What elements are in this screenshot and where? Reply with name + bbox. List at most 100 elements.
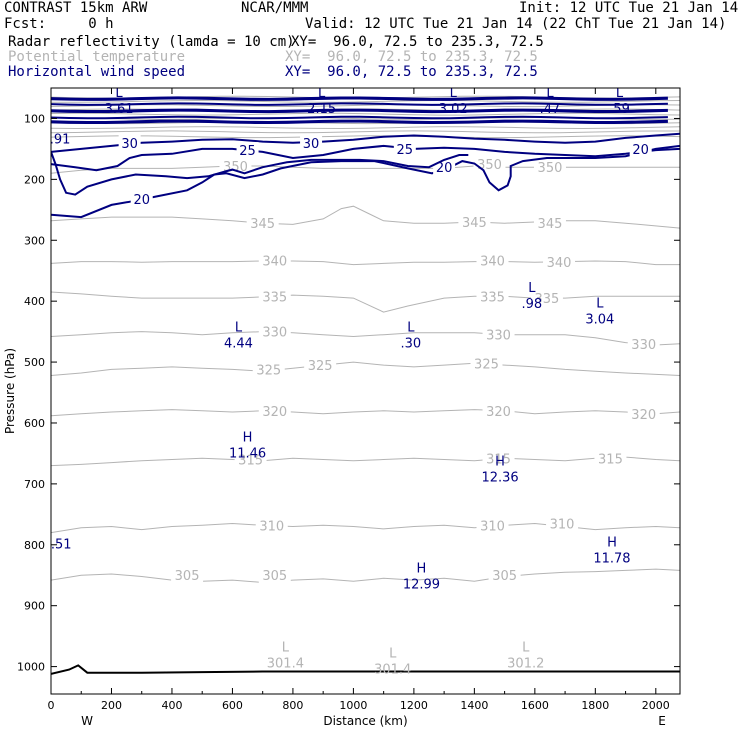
wind-jet-band: [51, 108, 668, 114]
theta-label-bg: [258, 288, 291, 305]
theta-label-bg: [171, 567, 204, 584]
theta-label-bg: [246, 215, 279, 232]
theta-contour-340: [51, 260, 680, 266]
y-tick-label: 600: [24, 417, 45, 430]
theta-upper-line: [51, 104, 680, 108]
wind-contour-20: [51, 151, 469, 196]
valid-time: Valid: 12 UTC Tue 21 Jan 14 (22 ChT Tue …: [305, 16, 727, 32]
theta-label: 310: [480, 519, 505, 534]
x-tick-label: 1400: [460, 699, 488, 712]
theta-label: 320: [486, 405, 511, 420]
theta-label-bg: [258, 402, 291, 419]
theta-label-bg: [258, 252, 291, 269]
theta-label-bg: [627, 405, 660, 422]
extremum-marker: H: [607, 536, 617, 551]
field-xy-theta: XY= 96.0, 72.5 to 235.3, 72.5: [285, 49, 538, 65]
theta-contour-305: [51, 568, 680, 584]
extremum-value: 3.61: [105, 102, 134, 117]
theta-label: 345: [538, 217, 563, 232]
theta-contour-315: [51, 456, 680, 467]
x-tick-label: 400: [161, 699, 182, 712]
x-tick-label: 200: [101, 699, 122, 712]
field-xy-wind: XY= 96.0, 72.5 to 235.3, 72.5: [285, 64, 538, 80]
theta-upper-line: [51, 112, 680, 116]
theta-contour-350: [51, 165, 680, 174]
extremum-value: 301.4: [374, 663, 411, 678]
extremum-value: 2.15: [307, 102, 336, 117]
y-tick-label: 400: [24, 295, 45, 308]
theta-label: 340: [262, 254, 287, 269]
x-tick-label: 1000: [339, 699, 367, 712]
extremum-value: 4.44: [224, 337, 253, 352]
extremum-value: 3.02: [439, 102, 468, 117]
theta-label-bg: [533, 159, 566, 176]
axes: 0 200 400 600 800 1000 1200 1400 1600 1800 2000 100…: [17, 88, 680, 712]
wind-contours: 30 30 25 25 20 20 20: [51, 96, 680, 219]
x-tick-label: 1800: [581, 699, 609, 712]
extremum-marker: L: [596, 296, 604, 311]
theta-label: 335: [535, 292, 560, 307]
extremum-value: .59: [609, 102, 630, 117]
theta-upper-line: [51, 99, 680, 103]
theta-label-bg: [476, 288, 509, 305]
wind-label: 20: [436, 161, 453, 176]
theta-label-bg: [543, 254, 576, 271]
extremum-value: .30: [401, 337, 422, 352]
wind-jet-band: [51, 102, 668, 106]
theta-label-bg: [252, 361, 285, 378]
extremum-marker: L: [450, 86, 458, 101]
y-tick-label: 700: [24, 478, 45, 491]
wind-label-bg: [130, 190, 153, 207]
field-label-reflectivity: Radar reflectivity (lamda = 10 cm): [8, 34, 295, 50]
y-tick-label: 900: [24, 600, 45, 613]
theta-label-bg: [304, 357, 337, 374]
extremum-value: .91: [50, 133, 71, 148]
x-tick-label: 1600: [521, 699, 549, 712]
theta-label: 305: [492, 569, 517, 584]
theta-label-bg: [258, 567, 291, 584]
theta-label: 325: [308, 359, 333, 374]
x-tick-label: 2000: [642, 699, 670, 712]
west-label: W: [81, 714, 93, 728]
terrain-line: [51, 664, 680, 675]
forecast-hour: Fcst: 0 h: [4, 16, 114, 32]
wind-label: 30: [121, 137, 138, 152]
theta-contour-310: [51, 522, 680, 534]
extremum-marker: L: [235, 321, 243, 336]
theta-label: 350: [477, 158, 502, 173]
extremum-value: 301.2: [507, 656, 544, 671]
wind-label-bg: [629, 140, 652, 157]
wind-label-bg: [393, 140, 416, 157]
wind-contour-25: [51, 144, 680, 172]
theta-label: 330: [262, 326, 287, 341]
theta-label: 310: [259, 519, 284, 534]
extremum-marker: L: [282, 640, 290, 655]
theta-upper-line: [51, 130, 680, 134]
theta-label: 315: [238, 454, 263, 469]
theta-upper-line: [51, 135, 680, 139]
wind-label: 30: [303, 137, 320, 152]
extremum-marker: L: [389, 647, 397, 662]
x-tick-label: 0: [48, 699, 55, 712]
extremum-value: 11.78: [593, 552, 630, 567]
extremum-value: .47: [540, 102, 561, 117]
field-xy-reflectivity: XY= 96.0, 72.5 to 235.3, 72.5: [291, 34, 544, 50]
wind-label: 20: [632, 143, 649, 158]
theta-contour-320: [51, 409, 680, 417]
theta-label: 315: [598, 452, 623, 467]
theta-label: 340: [480, 254, 505, 269]
init-time: Init: 12 UTC Tue 21 Jan 14: [519, 0, 739, 16]
theta-label: 345: [250, 217, 275, 232]
x-tick-label: 1200: [400, 699, 428, 712]
field-label-wind: Horizontal wind speed: [8, 64, 186, 80]
x-axis-label: Distance (km): [323, 714, 407, 728]
theta-label-bg: [488, 567, 521, 584]
x-tick-label: 800: [282, 699, 303, 712]
extremum-marker: L: [115, 86, 123, 101]
x-tick-label: 600: [222, 699, 243, 712]
extremum-marker: L: [546, 86, 554, 101]
wind-label: 25: [397, 143, 414, 158]
theta-label: 320: [262, 405, 287, 420]
